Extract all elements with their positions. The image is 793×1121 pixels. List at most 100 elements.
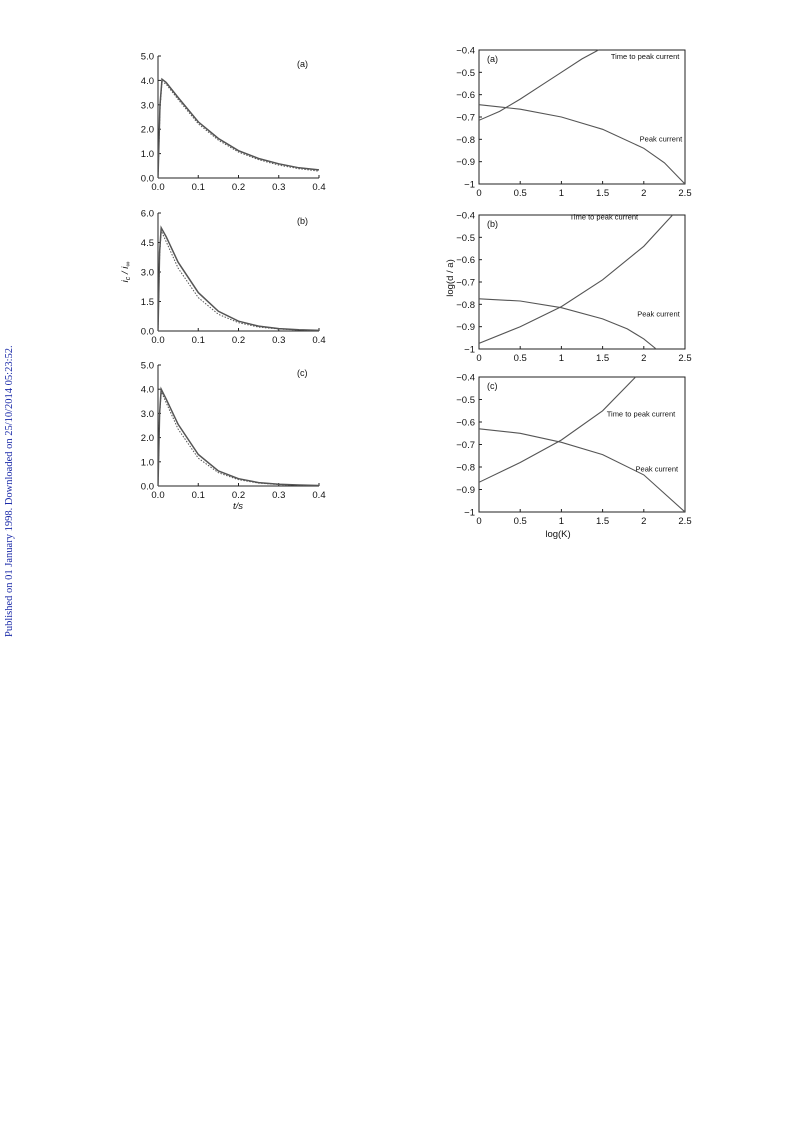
x-tick-label: 2.5 [678, 353, 691, 364]
x-tick-label: 1 [559, 516, 564, 527]
x-tick-label: 1.5 [596, 188, 609, 199]
x-tick-label: 0.5 [514, 188, 527, 199]
y-tick-label: −0.9 [456, 157, 475, 168]
series-solid [158, 77, 319, 178]
x-tick-label: 0.3 [272, 335, 285, 346]
x-tick-label: 0.4 [312, 335, 325, 346]
curve-annotation: Peak current [640, 135, 683, 144]
x-tick-label: 0.2 [232, 182, 245, 193]
panel-label: (c) [297, 368, 308, 378]
y-tick-label: −0.9 [456, 322, 475, 333]
x-tick-label: 0.5 [514, 516, 527, 527]
x-tick-label: 2.5 [678, 188, 691, 199]
y-tick-label: −0.7 [456, 440, 475, 451]
x-tick-label: 2.5 [678, 516, 691, 527]
y-tick-label: 2.0 [141, 125, 154, 136]
curve-annotation: Time to peak current [607, 409, 676, 418]
plot-frame [478, 49, 686, 185]
y-tick-label: 0.0 [141, 327, 154, 338]
series-peak-current [479, 428, 685, 512]
x-tick-label: 0.2 [232, 335, 245, 346]
x-tick-label: 0 [476, 516, 481, 527]
y-tick-label: 4.0 [141, 76, 154, 87]
right-ylabel: log(d / a) [445, 259, 456, 297]
series-dotted [158, 80, 319, 178]
y-tick-label: −0.9 [456, 485, 475, 496]
panel-label: (b) [487, 219, 498, 229]
y-tick-label: 1.5 [141, 297, 154, 308]
y-tick-label: 2.0 [141, 433, 154, 444]
x-tick-label: 0.1 [192, 182, 205, 193]
y-tick-label: −0.6 [456, 90, 475, 101]
panel-left-a: 0.0 0.1 0.2 0.3 0.4 0.0 1.0 2.0 3.0 4.0 5.0 (a) [141, 52, 326, 194]
panel-right-a: 0 0.5 1 1.5 2 2.5 −1 −0.9 −0.8 −0.7 −0.6 −0.5 −0.4 (a… [456, 46, 691, 200]
x-tick-label: 0 [476, 353, 481, 364]
x-tick-label: 0 [476, 188, 481, 199]
y-tick-label: −0.5 [456, 233, 475, 244]
y-tick-label: 3.0 [141, 100, 154, 111]
y-tick-label: −0.4 [456, 46, 475, 57]
series-time-to-peak-current [479, 49, 599, 121]
svg-text:ic / i∞: ic / i∞ [120, 262, 132, 283]
left-xlabel: t/s [233, 501, 243, 512]
y-tick-label: −0.7 [456, 278, 475, 289]
y-tick-label: 1.0 [141, 149, 154, 160]
panel-label: (a) [487, 54, 498, 64]
curve-annotation: Peak current [636, 465, 679, 474]
panel-left-c: 0.0 0.1 0.2 0.3 0.4 0.0 1.0 2.0 3.0 4.0 5.0 (c) [141, 361, 326, 502]
x-tick-label: 1 [559, 353, 564, 364]
panel-right-b: 0 0.5 1 1.5 2 2.5 −1 −0.9 −0.8 −0.7 −0.6 −0.5 −0.4 (b… [456, 211, 691, 365]
y-tick-label: 1.0 [141, 457, 154, 468]
x-tick-label: 0.1 [192, 335, 205, 346]
x-tick-label: 0.4 [312, 490, 325, 501]
y-tick-label: −0.7 [456, 113, 475, 124]
panel-label: (b) [297, 216, 308, 226]
y-tick-label: 5.0 [141, 361, 154, 372]
y-tick-label: −0.4 [456, 373, 475, 384]
y-tick-label: −0.6 [456, 255, 475, 266]
panel-label: (a) [297, 59, 308, 69]
series-solid [158, 386, 319, 486]
y-tick-label: −0.8 [456, 300, 475, 311]
series-time-to-peak-current [479, 214, 674, 344]
x-tick-label: 2 [641, 188, 646, 199]
panel-left-b: 0.0 0.1 0.2 0.3 0.4 0.0 1.5 3.0 4.5 6.0 (b) [141, 209, 326, 347]
y-tick-label: −1 [464, 345, 475, 356]
right-xlabel: log(K) [545, 529, 570, 540]
y-tick-label: 5.0 [141, 52, 154, 63]
x-tick-label: 2 [641, 516, 646, 527]
y-tick-label: 0.0 [141, 482, 154, 493]
series-dotted [158, 391, 319, 486]
series-time-to-peak-current [479, 376, 636, 483]
curve-annotation: Time to peak current [611, 52, 680, 61]
y-tick-label: 4.0 [141, 385, 154, 396]
y-tick-label: −0.5 [456, 68, 475, 79]
x-tick-label: 0.0 [151, 490, 164, 501]
left-ylabel: ic / i∞ [120, 262, 132, 283]
x-tick-label: 2 [641, 353, 646, 364]
x-tick-label: 0.0 [151, 182, 164, 193]
x-tick-label: 0.2 [232, 490, 245, 501]
x-tick-label: 0.3 [272, 182, 285, 193]
x-tick-label: 1 [559, 188, 564, 199]
y-tick-label: −0.8 [456, 463, 475, 474]
y-tick-label: 6.0 [141, 209, 154, 220]
y-tick-label: −1 [464, 180, 475, 191]
x-tick-label: 0.4 [312, 182, 325, 193]
x-tick-label: 0.5 [514, 353, 527, 364]
y-tick-label: 4.5 [141, 238, 154, 249]
curve-annotation: Peak current [637, 310, 680, 319]
y-tick-label: −0.6 [456, 418, 475, 429]
curve-annotation: Time to peak current [570, 212, 639, 221]
series-peak-current [479, 104, 685, 184]
x-tick-label: 1.5 [596, 516, 609, 527]
y-tick-label: 0.0 [141, 174, 154, 185]
y-tick-label: −0.4 [456, 211, 475, 222]
y-tick-label: 3.0 [141, 409, 154, 420]
x-tick-label: 0.1 [192, 490, 205, 501]
series-peak-current [479, 298, 657, 349]
y-tick-label: −1 [464, 508, 475, 519]
plot-frame [478, 376, 686, 513]
panel-label: (c) [487, 381, 498, 391]
